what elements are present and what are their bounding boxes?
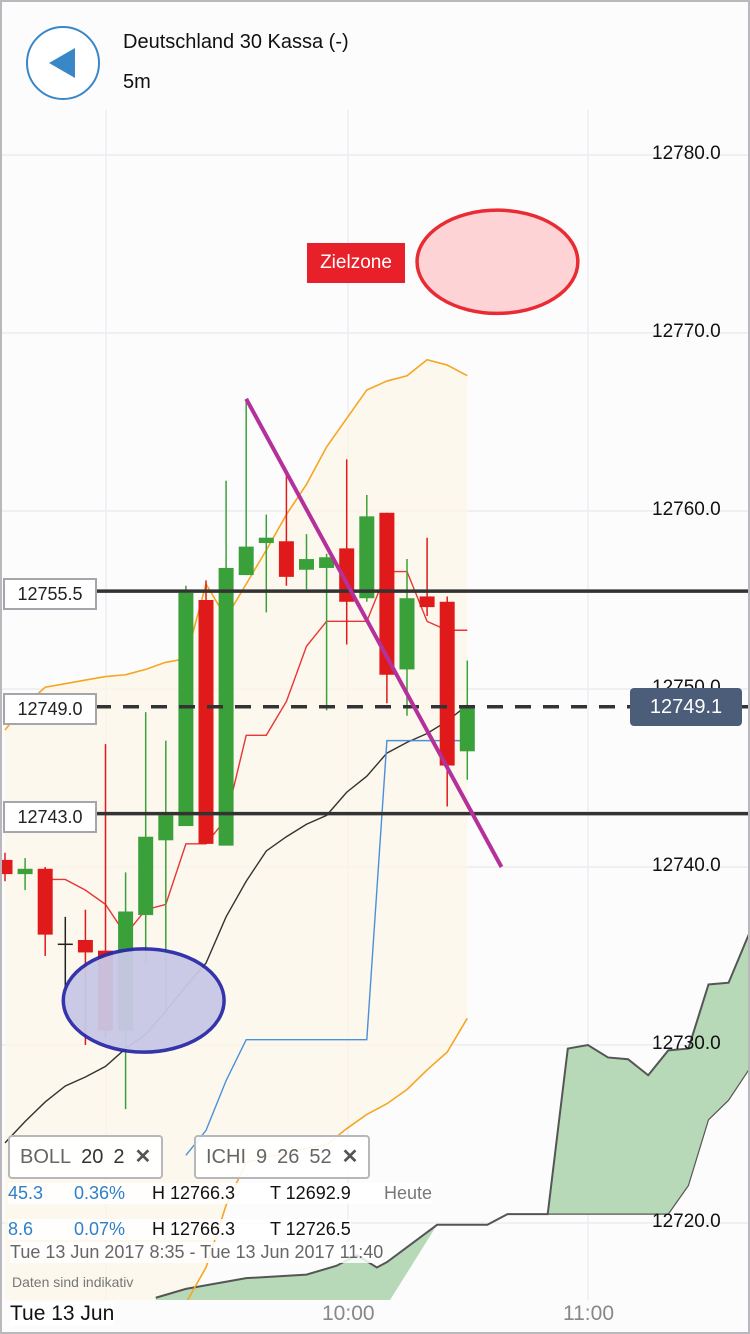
candle-body xyxy=(258,537,274,544)
candle-body xyxy=(419,596,435,608)
indicator-chip-ichi[interactable]: ICHI 9 26 52 ✕ xyxy=(194,1135,371,1179)
y-tick-label: 12720.0 xyxy=(652,1211,721,1232)
candle-body xyxy=(77,939,93,953)
change-value: 8.6 xyxy=(8,1219,34,1239)
x-tick-label: 11:00 xyxy=(563,1302,614,1325)
ichimoku-cloud xyxy=(155,934,749,1300)
indicator-chip-boll[interactable]: BOLL 20 2 ✕ xyxy=(8,1135,164,1179)
period-label: Heute xyxy=(384,1183,433,1203)
header: Deutschland 30 Kassa (-) 5m xyxy=(0,0,750,110)
stats-row-today: 45.3 0.36% H 12766.3 T 12692.9 Heute xyxy=(8,1183,433,1204)
x-axis: Tue 13 Jun 10:00 11:00 xyxy=(2,1302,748,1332)
indicator-param: 52 xyxy=(309,1146,332,1168)
candle-body xyxy=(439,601,455,766)
x-tick-label: 10:00 xyxy=(322,1302,375,1325)
bollinger-upper xyxy=(4,358,468,731)
candle-body xyxy=(299,559,314,570)
y-tick-label: 12740.0 xyxy=(652,855,721,876)
candle-body xyxy=(198,600,214,844)
tenkan-line xyxy=(45,570,468,936)
candle-body xyxy=(399,598,415,670)
interval-label[interactable]: 5m xyxy=(123,71,151,93)
indicator-name: ICHI xyxy=(206,1146,246,1168)
indicator-param: 26 xyxy=(277,1146,300,1168)
candle-body xyxy=(158,815,174,841)
candle-body xyxy=(238,546,254,576)
high-value: H 12766.3 xyxy=(152,1183,236,1203)
back-button[interactable] xyxy=(26,26,100,100)
indicator-param: 2 xyxy=(113,1146,125,1168)
candle-body xyxy=(459,705,475,752)
candle-body xyxy=(17,868,33,875)
candle-body xyxy=(319,557,335,568)
kijun-line xyxy=(185,739,468,1156)
change-percent: 0.07% xyxy=(74,1219,126,1239)
stats-row-range: 8.6 0.07% H 12766.3 T 12726.5 xyxy=(8,1219,351,1240)
y-tick-label: 12780.0 xyxy=(652,143,721,164)
senkou-span-b xyxy=(437,1069,750,1226)
instrument-title: Deutschland 30 Kassa (-) xyxy=(123,31,349,53)
change-percent: 0.36% xyxy=(74,1183,126,1203)
trendline xyxy=(244,397,504,868)
candle-body xyxy=(57,943,73,946)
plot-layer xyxy=(0,110,750,1300)
close-x-icon[interactable]: ✕ xyxy=(341,1146,359,1168)
low-value: T 12692.9 xyxy=(270,1183,351,1203)
high-value: H 12766.3 xyxy=(152,1219,236,1239)
y-tick-label: 12760.0 xyxy=(652,499,721,520)
candle-body xyxy=(218,567,234,846)
target-zone-ellipse xyxy=(415,208,580,316)
candle-body xyxy=(379,512,395,675)
current-price-tag: 12749.1 xyxy=(630,688,742,726)
close-x-icon[interactable]: ✕ xyxy=(134,1146,152,1168)
candle-body xyxy=(37,868,53,935)
indicator-param: 20 xyxy=(81,1146,104,1168)
y-tick-label: 12770.0 xyxy=(652,321,721,342)
date-range: Tue 13 Jun 2017 8:35 - Tue 13 Jun 2017 1… xyxy=(10,1242,384,1263)
candle-body xyxy=(138,836,154,916)
level-label-1[interactable]: 12755.5 xyxy=(3,578,97,610)
candle-body xyxy=(178,592,194,827)
back-arrow-icon xyxy=(49,48,75,78)
change-value: 45.3 xyxy=(8,1183,44,1203)
low-value: T 12726.5 xyxy=(270,1219,351,1239)
target-zone-label: Zielzone xyxy=(307,243,405,283)
candle-body xyxy=(359,516,375,599)
indicator-param: 9 xyxy=(256,1146,268,1168)
disclaimer: Daten sind indikativ xyxy=(12,1274,134,1290)
highlight-ellipse xyxy=(61,947,226,1054)
indicator-name: BOLL xyxy=(20,1146,72,1168)
y-tick-label: 12730.0 xyxy=(652,1033,721,1054)
candle-body xyxy=(278,541,294,577)
level-label-3[interactable]: 12743.0 xyxy=(3,801,97,833)
candle-body xyxy=(0,859,13,875)
x-tick-label: Tue 13 Jun xyxy=(10,1302,115,1326)
level-label-2[interactable]: 12749.0 xyxy=(3,693,97,725)
bollinger-middle xyxy=(4,704,468,1144)
